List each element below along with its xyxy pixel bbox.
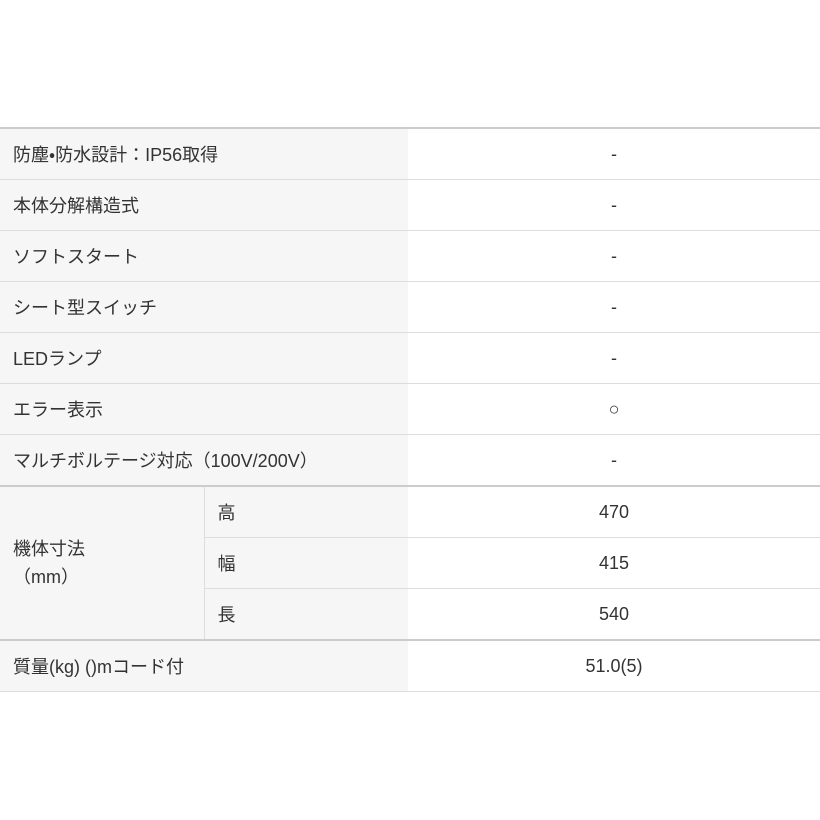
spec-value: 540: [408, 588, 820, 640]
table-row-dimension-width: 幅 415: [0, 537, 820, 589]
table-row: ソフトスタート -: [0, 230, 820, 282]
spec-value: 470: [408, 485, 820, 538]
spec-label: 質量(kg) ()mコード付: [0, 639, 408, 692]
spec-value: -: [408, 179, 820, 231]
spec-sub-label: 長: [203, 588, 408, 640]
spec-label: 本体分解構造式: [0, 179, 408, 231]
spec-value: -: [408, 281, 820, 333]
spec-value: -: [408, 332, 820, 384]
spec-sub-label: 高: [203, 485, 408, 538]
spec-label: LEDランプ: [0, 332, 408, 384]
spec-value: -: [408, 230, 820, 282]
dimension-label-line2: （mm）: [13, 567, 79, 587]
spec-table: 防塵・防水設計：IP56取得 - 本体分解構造式 - ソフトスタート - シート…: [0, 127, 820, 692]
table-row-dimension-length: 長 540: [0, 588, 820, 640]
spec-label: 防塵・防水設計：IP56取得: [0, 128, 408, 180]
spec-label: シート型スイッチ: [0, 281, 408, 333]
spec-value: -: [408, 128, 820, 180]
table-row-weight: 質量(kg) ()mコード付 51.0(5): [0, 639, 820, 692]
table-row: マルチボルテージ対応（100V/200V） -: [0, 434, 820, 486]
spec-value: -: [408, 434, 820, 486]
table-row: LEDランプ -: [0, 332, 820, 384]
table-row: エラー表示 ○: [0, 383, 820, 435]
spec-value: 415: [408, 537, 820, 589]
spec-label: マルチボルテージ対応（100V/200V）: [0, 434, 408, 486]
table-row: 本体分解構造式 -: [0, 179, 820, 231]
spec-value: 51.0(5): [408, 639, 820, 692]
spec-sub-label: 幅: [203, 537, 408, 589]
table-row: 防塵・防水設計：IP56取得 -: [0, 128, 820, 180]
spec-label: ソフトスタート: [0, 230, 408, 282]
table-row-dimension-height: 機体寸法 （mm） 高 470: [0, 485, 820, 640]
table-row: シート型スイッチ -: [0, 281, 820, 333]
dimension-label-line1: 機体寸法: [13, 539, 85, 559]
spec-label: エラー表示: [0, 383, 408, 435]
spec-value-circle: ○: [408, 383, 820, 435]
dimension-section-label: 機体寸法 （mm）: [0, 485, 204, 640]
